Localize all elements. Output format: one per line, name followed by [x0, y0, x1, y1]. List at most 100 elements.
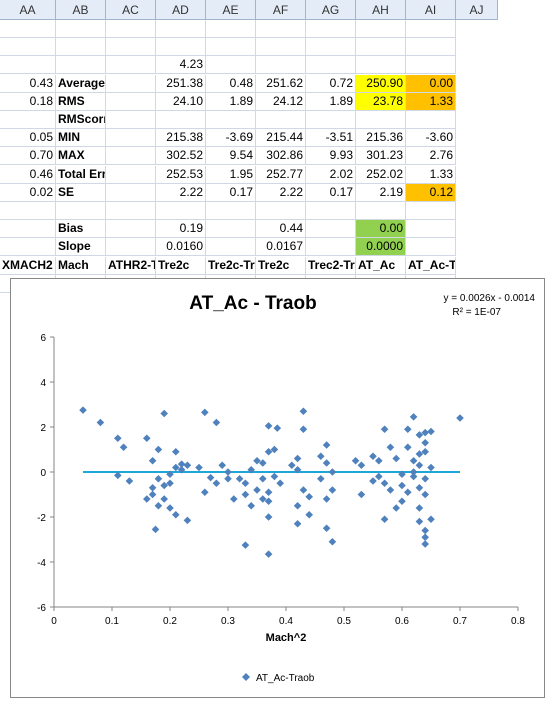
cell-af-row6[interactable]: 215.44: [256, 129, 306, 147]
cell-ad-row2[interactable]: 4.23: [156, 56, 206, 74]
cell-aa-row10[interactable]: [0, 202, 56, 220]
cell-ac-row3[interactable]: [106, 75, 156, 93]
cell-ai-row10[interactable]: [406, 202, 456, 220]
cell-aa-row0[interactable]: [0, 20, 56, 38]
cell-ad-row11[interactable]: 0.19: [156, 220, 206, 238]
cell-ai-row4[interactable]: 1.33: [406, 93, 456, 111]
cell-ah-row0[interactable]: [356, 20, 406, 38]
scatter-chart[interactable]: AT_Ac - Traob y = 0.0026x - 0.0014 R² = …: [10, 278, 545, 698]
cell-ac-row8[interactable]: [106, 166, 156, 184]
cell-ac-row12[interactable]: [106, 238, 156, 256]
cell-ag-row8[interactable]: 2.02: [306, 166, 356, 184]
cell-ad-row6[interactable]: 215.38: [156, 129, 206, 147]
cell-ac-row13[interactable]: ATHR2-T: [106, 257, 156, 275]
cell-af-row12[interactable]: 0.0167: [256, 238, 306, 256]
column-header-ag[interactable]: AG: [306, 0, 356, 20]
cell-ab-row6[interactable]: MIN: [56, 129, 106, 147]
cell-ac-row2[interactable]: [106, 56, 156, 74]
cell-ah-row8[interactable]: 252.02: [356, 166, 406, 184]
cell-ag-row13[interactable]: Trec2-Tra: [306, 257, 356, 275]
cell-ae-row10[interactable]: [206, 202, 256, 220]
cell-ab-row0[interactable]: [56, 20, 106, 38]
cell-af-row4[interactable]: 24.12: [256, 93, 306, 111]
cell-ai-row0[interactable]: [406, 20, 456, 38]
column-header-af[interactable]: AF: [256, 0, 306, 20]
cell-ae-row12[interactable]: [206, 238, 256, 256]
cell-ae-row6[interactable]: -3.69: [206, 129, 256, 147]
cell-ai-row13[interactable]: AT_Ac-Traob: [406, 257, 456, 275]
cell-ab-row1[interactable]: [56, 38, 106, 56]
cell-ab-row4[interactable]: RMS: [56, 93, 106, 111]
cell-ai-row1[interactable]: [406, 38, 456, 56]
cell-af-row9[interactable]: 2.22: [256, 184, 306, 202]
cell-ab-row3[interactable]: Average: [56, 75, 106, 93]
cell-af-row11[interactable]: 0.44: [256, 220, 306, 238]
cell-ae-row13[interactable]: Tre2c-Tra: [206, 257, 256, 275]
cell-ad-row10[interactable]: [156, 202, 206, 220]
column-header-aa[interactable]: AA: [0, 0, 56, 20]
cell-ab-row11[interactable]: Bias: [56, 220, 106, 238]
cell-ag-row2[interactable]: [306, 56, 356, 74]
cell-ai-row7[interactable]: 2.76: [406, 147, 456, 165]
cell-aa-row7[interactable]: 0.70: [0, 147, 56, 165]
cell-aa-row11[interactable]: [0, 220, 56, 238]
cell-ae-row5[interactable]: [206, 111, 256, 129]
cell-ah-row12[interactable]: 0.0000: [356, 238, 406, 256]
cell-ac-row5[interactable]: [106, 111, 156, 129]
cell-af-row1[interactable]: [256, 38, 306, 56]
cell-ad-row8[interactable]: 252.53: [156, 166, 206, 184]
cell-ai-row8[interactable]: 1.33: [406, 166, 456, 184]
cell-ad-row0[interactable]: [156, 20, 206, 38]
cell-ai-row9[interactable]: 0.12: [406, 184, 456, 202]
cell-ad-row4[interactable]: 24.10: [156, 93, 206, 111]
cell-ab-row5[interactable]: RMScorr: [56, 111, 106, 129]
cell-ag-row10[interactable]: [306, 202, 356, 220]
cell-ad-row7[interactable]: 302.52: [156, 147, 206, 165]
cell-ae-row1[interactable]: [206, 38, 256, 56]
cell-aa-row13[interactable]: XMACH2: [0, 257, 56, 275]
cell-ah-row7[interactable]: 301.23: [356, 147, 406, 165]
cell-ah-row11[interactable]: 0.00: [356, 220, 406, 238]
cell-ah-row4[interactable]: 23.78: [356, 93, 406, 111]
cell-ab-row8[interactable]: Total Err: [56, 166, 106, 184]
cell-aa-row8[interactable]: 0.46: [0, 166, 56, 184]
cell-ab-row7[interactable]: MAX: [56, 147, 106, 165]
cell-ag-row4[interactable]: 1.89: [306, 93, 356, 111]
cell-af-row13[interactable]: Tre2c: [256, 257, 306, 275]
cell-ai-row2[interactable]: [406, 56, 456, 74]
column-header-ah[interactable]: AH: [356, 0, 406, 20]
cell-ag-row7[interactable]: 9.93: [306, 147, 356, 165]
cell-ah-row5[interactable]: [356, 111, 406, 129]
cell-ai-row3[interactable]: 0.00: [406, 75, 456, 93]
cell-ae-row9[interactable]: 0.17: [206, 184, 256, 202]
cell-ac-row6[interactable]: [106, 129, 156, 147]
cell-ae-row3[interactable]: 0.48: [206, 75, 256, 93]
cell-ad-row3[interactable]: 251.38: [156, 75, 206, 93]
cell-ad-row5[interactable]: [156, 111, 206, 129]
cell-ah-row10[interactable]: [356, 202, 406, 220]
cell-ae-row2[interactable]: [206, 56, 256, 74]
cell-ae-row4[interactable]: 1.89: [206, 93, 256, 111]
cell-ai-row6[interactable]: -3.60: [406, 129, 456, 147]
cell-ag-row3[interactable]: 0.72: [306, 75, 356, 93]
cell-aa-row9[interactable]: 0.02: [0, 184, 56, 202]
cell-ai-row5[interactable]: [406, 111, 456, 129]
cell-ac-row11[interactable]: [106, 220, 156, 238]
cell-aa-row6[interactable]: 0.05: [0, 129, 56, 147]
cell-af-row8[interactable]: 252.77: [256, 166, 306, 184]
cell-ab-row12[interactable]: Slope: [56, 238, 106, 256]
cell-ac-row4[interactable]: [106, 93, 156, 111]
cell-ag-row5[interactable]: [306, 111, 356, 129]
cell-ad-row12[interactable]: 0.0160: [156, 238, 206, 256]
cell-ah-row9[interactable]: 2.19: [356, 184, 406, 202]
cell-ai-row12[interactable]: [406, 238, 456, 256]
cell-ah-row6[interactable]: 215.36: [356, 129, 406, 147]
column-header-ad[interactable]: AD: [156, 0, 206, 20]
column-header-aj[interactable]: AJ: [456, 0, 498, 20]
cell-ac-row0[interactable]: [106, 20, 156, 38]
cell-ag-row9[interactable]: 0.17: [306, 184, 356, 202]
cell-ae-row0[interactable]: [206, 20, 256, 38]
cell-ab-row13[interactable]: Mach: [56, 257, 106, 275]
column-header-ae[interactable]: AE: [206, 0, 256, 20]
cell-ah-row1[interactable]: [356, 38, 406, 56]
